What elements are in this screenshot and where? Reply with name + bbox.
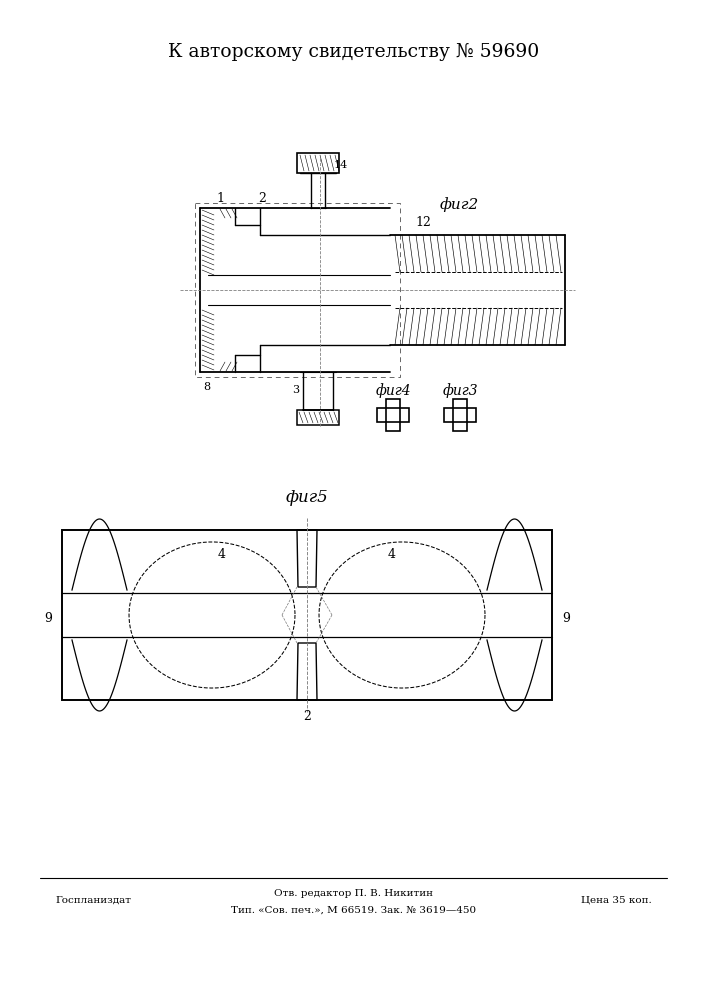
Text: Госпланиздат: Госпланиздат bbox=[55, 896, 131, 904]
Bar bbox=[377, 408, 409, 422]
Text: 9: 9 bbox=[44, 611, 52, 624]
Text: 2: 2 bbox=[258, 192, 266, 205]
Bar bbox=[297, 410, 339, 425]
Bar bbox=[297, 153, 339, 173]
Text: 4: 4 bbox=[218, 548, 226, 562]
Text: фиг3: фиг3 bbox=[442, 384, 478, 398]
Text: 12: 12 bbox=[415, 216, 431, 229]
Text: 9: 9 bbox=[562, 611, 570, 624]
Text: 2: 2 bbox=[303, 710, 311, 722]
Bar bbox=[62, 530, 552, 700]
Text: Цена 35 коп.: Цена 35 коп. bbox=[581, 896, 652, 904]
Text: К авторскому свидетельству № 59690: К авторскому свидетельству № 59690 bbox=[168, 43, 539, 61]
Text: 4: 4 bbox=[388, 548, 396, 562]
Text: 8: 8 bbox=[204, 382, 211, 392]
Text: Тип. «Сов. печ.», М 66519. Зак. № 3619—450: Тип. «Сов. печ.», М 66519. Зак. № 3619—4… bbox=[231, 906, 477, 914]
Text: 1: 1 bbox=[216, 192, 224, 205]
Bar bbox=[444, 408, 476, 422]
Text: 14: 14 bbox=[334, 160, 349, 170]
Text: фиг4: фиг4 bbox=[375, 384, 411, 398]
Bar bbox=[453, 399, 467, 431]
Text: фиг2: фиг2 bbox=[440, 198, 479, 212]
Text: 3: 3 bbox=[293, 385, 300, 395]
Bar bbox=[195, 203, 400, 377]
Text: фиг5: фиг5 bbox=[286, 489, 328, 506]
Text: Отв. редактор П. В. Никитин: Отв. редактор П. В. Никитин bbox=[274, 888, 433, 898]
Bar bbox=[386, 399, 400, 431]
